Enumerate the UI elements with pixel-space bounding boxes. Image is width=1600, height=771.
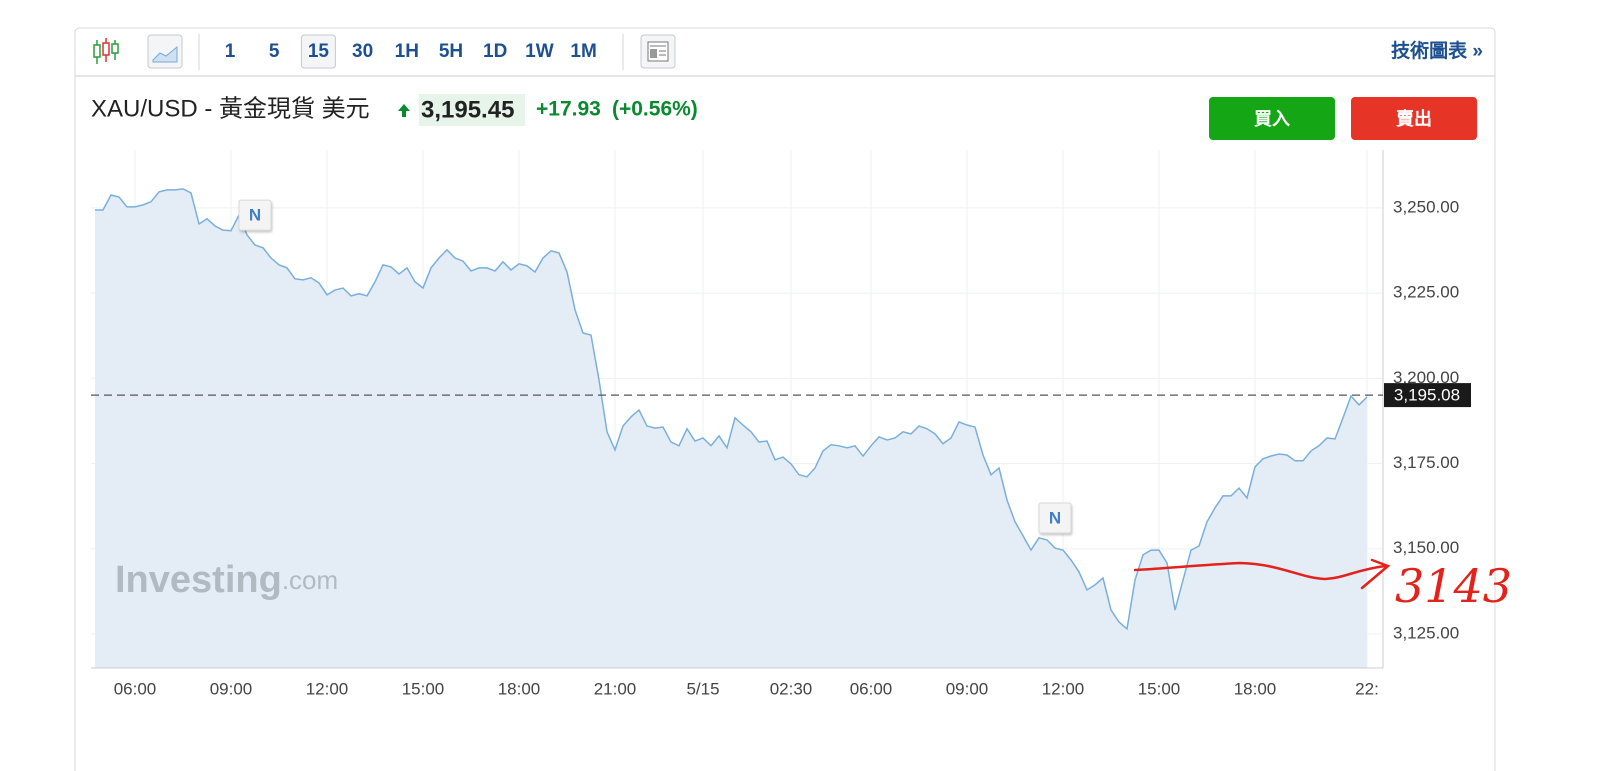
x-tick-label: 06:00 [114,679,157,698]
annotation-text: 3143 [1395,559,1512,613]
x-tick-label: 12:00 [306,679,349,698]
price-highlight [419,94,525,126]
interval-button[interactable]: 1M [570,41,596,62]
y-tick-label: 3,125.00 [1393,623,1459,642]
interval-button[interactable]: 1H [395,41,419,62]
news-marker-label[interactable]: N [1049,509,1061,528]
x-tick-label: 02:30 [770,679,813,698]
y-tick-label: 3,150.00 [1393,538,1459,557]
last-price: 3,195.45 [421,96,514,123]
price-change-percent: (+0.56%) [612,98,698,121]
interval-button[interactable]: 5 [269,41,280,62]
area-fill [95,188,1367,668]
interval-button[interactable]: 5H [439,41,463,62]
y-tick-label: 3,250.00 [1393,197,1459,216]
news-marker-box[interactable] [238,199,272,231]
last-price-label: 3,195.08 [1394,386,1460,405]
watermark-suffix: .com [282,565,338,595]
news-panel-icon[interactable] [640,34,676,69]
x-tick-label: 21:00 [594,679,637,698]
last-price-tag [1384,383,1471,408]
price-change: +17.93 [536,98,601,121]
news-marker-label[interactable]: N [249,206,261,225]
y-tick-label: 3,225.00 [1393,283,1459,302]
interval-button[interactable]: 1W [525,41,554,62]
sell-label[interactable]: 賣出 [1396,108,1432,129]
interval-button[interactable]: 30 [352,41,373,62]
plot: 3,125.00 3,150.00 3,175.00 3,200.00 3,225.00… [91,150,1471,698]
interval-button[interactable]: 1D [483,41,507,62]
news-marker-box[interactable] [1038,502,1072,534]
interval-button[interactable]: 1 [225,41,236,62]
y-tick-label: 3,175.00 [1393,453,1459,472]
y-tick-label: 3,200.00 [1393,368,1459,387]
x-tick-label: 06:00 [850,679,893,698]
x-tick-label: 18:00 [498,679,541,698]
symbol-name: XAU/USD - 黃金現貨 美元 [91,95,370,122]
buy-label[interactable]: 買入 [1254,109,1290,129]
selected-interval-box [300,34,336,69]
x-tick-label: 09:00 [210,679,253,698]
x-tick-label: 09:00 [946,679,989,698]
annotation-stroke [1133,558,1391,590]
handwritten-annotation: 3143 [1133,558,1512,613]
price-line [95,188,1368,631]
area-chart-icon[interactable] [147,34,183,69]
up-arrow [398,104,410,117]
buy-button[interactable]: 買入 [1209,97,1335,140]
watermark-brand: Investing [115,559,282,601]
candlestick-icon[interactable] [93,38,119,64]
interval-group: 1 5 15 30 1H 5H 1D 1W 1M [225,34,597,69]
watermark: Investing.com [115,559,338,601]
technical-chart-link[interactable]: 技術圖表 » [1391,39,1483,62]
x-tick-label: 22: [1355,679,1379,698]
x-tick-label: 12:00 [1042,679,1085,698]
x-tick-label: 15:00 [1138,679,1181,698]
sell-button[interactable]: 賣出 [1351,97,1477,140]
x-tick-label: 5/15 [686,679,719,698]
x-tick-label: 15:00 [402,679,445,698]
interval-button[interactable]: 15 [308,41,330,62]
x-tick-label: 18:00 [1234,679,1277,698]
